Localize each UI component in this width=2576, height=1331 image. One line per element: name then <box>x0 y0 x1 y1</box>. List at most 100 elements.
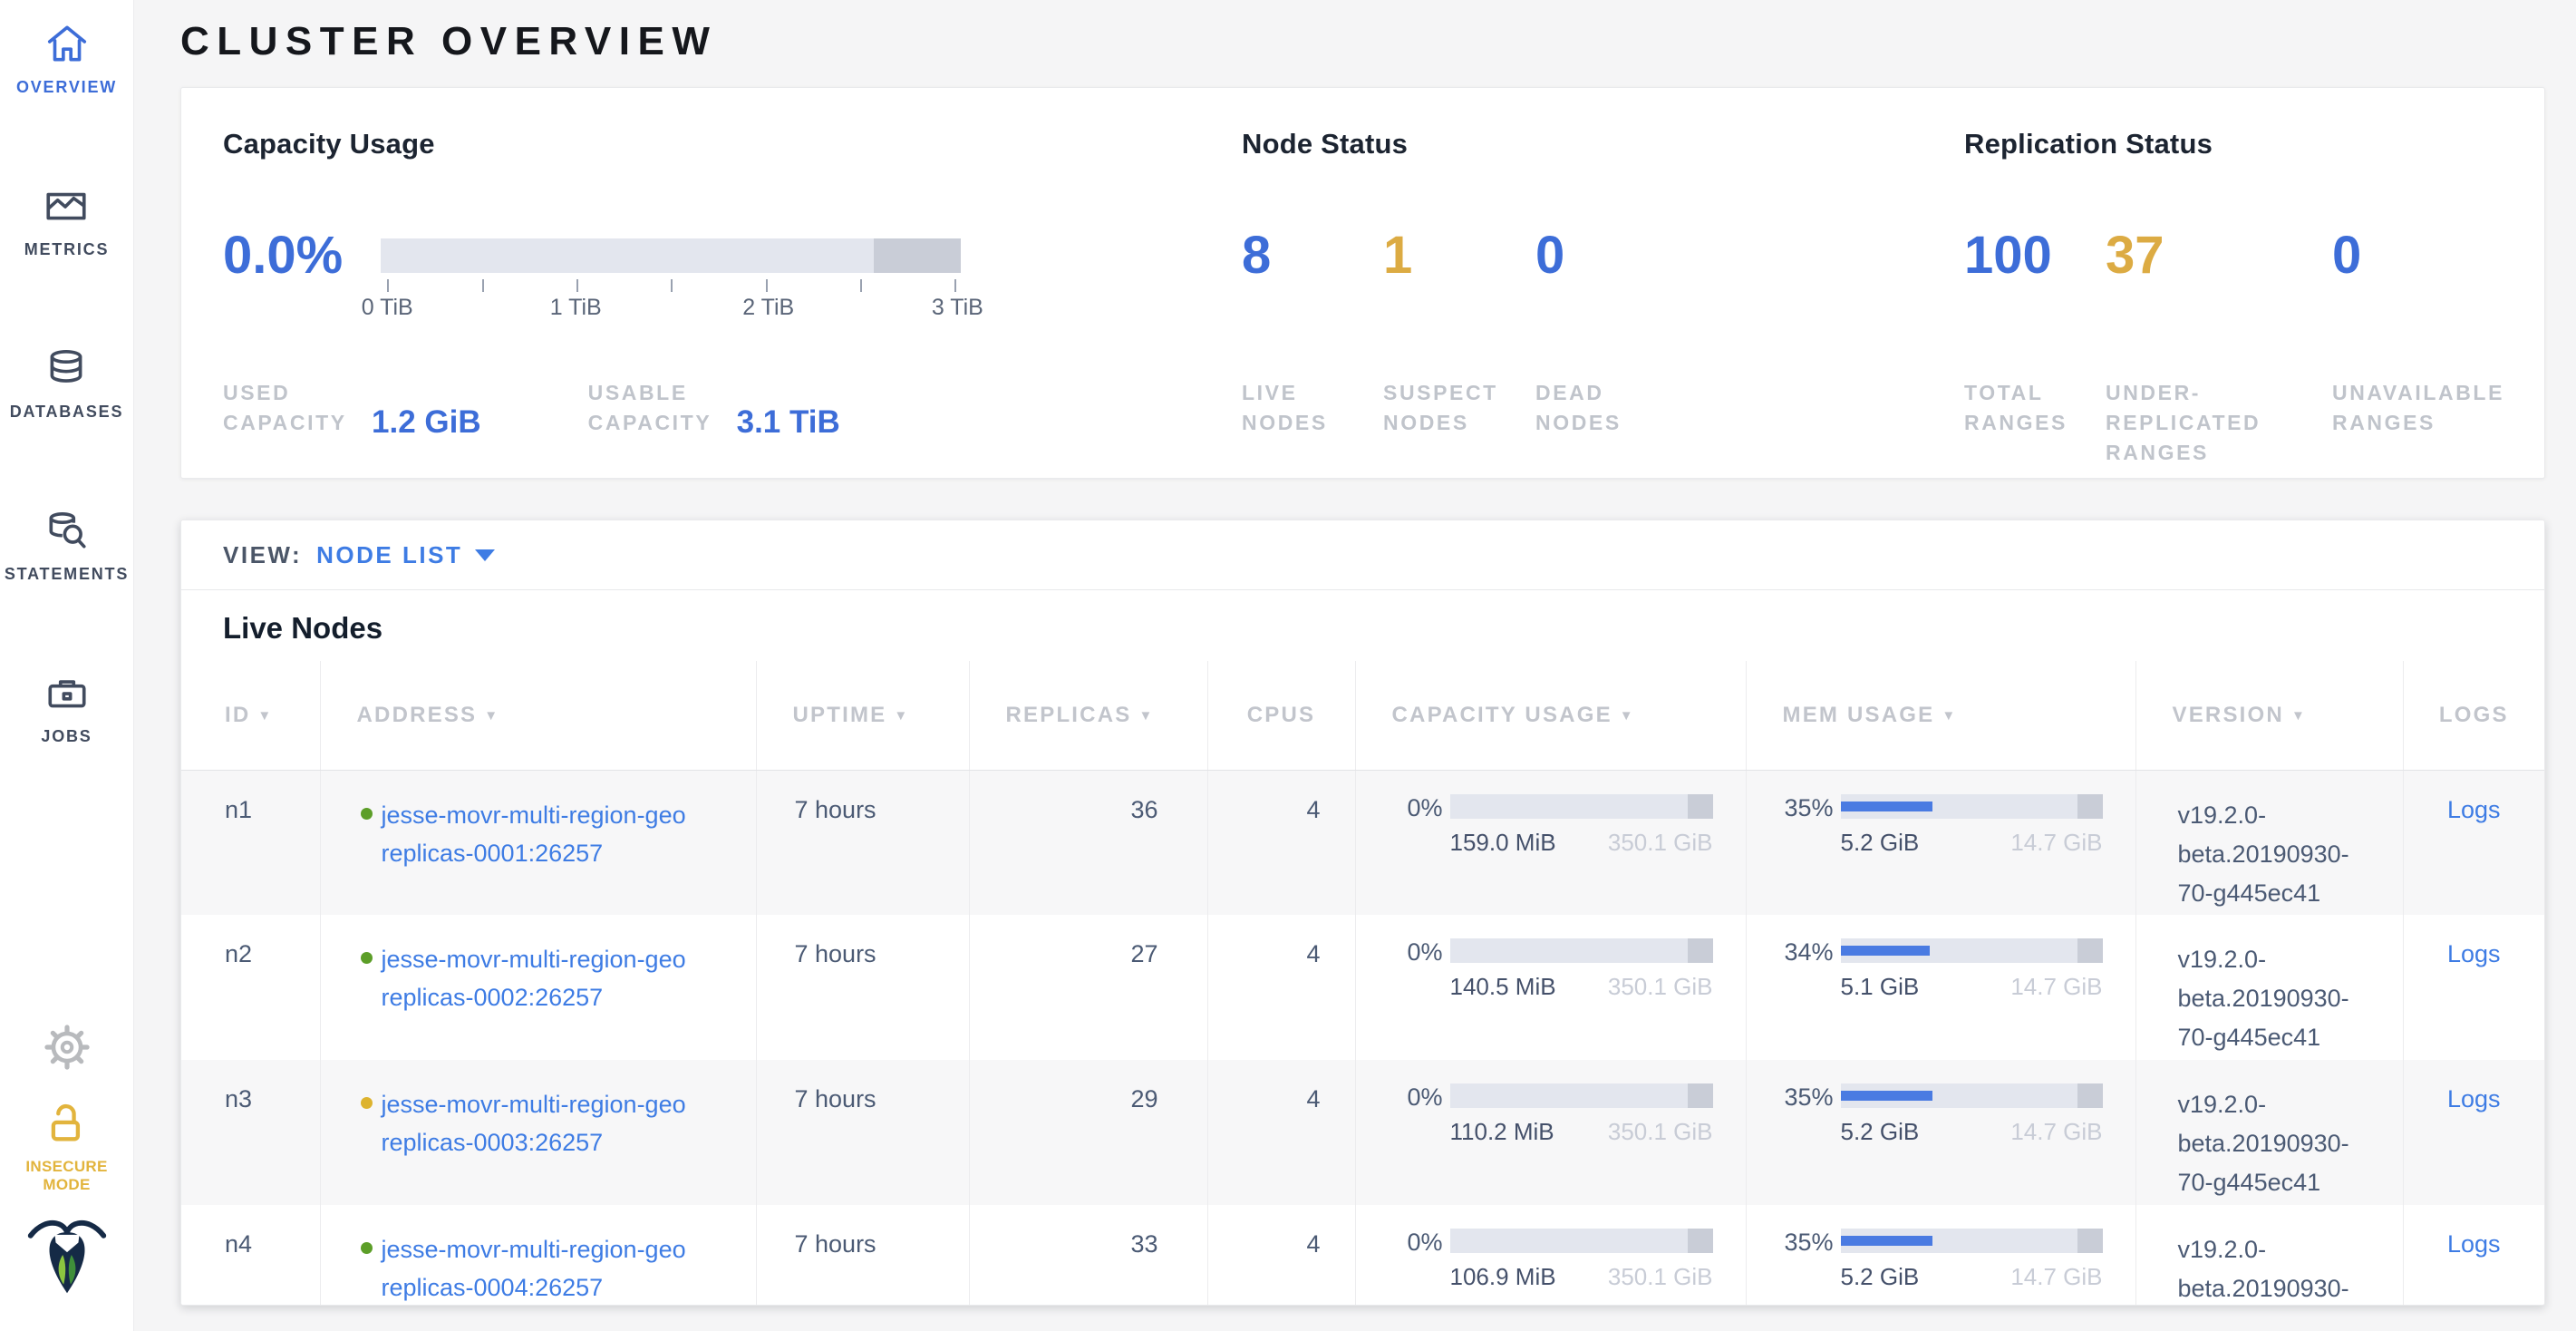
sidebar-item-databases[interactable]: DATABASES <box>10 345 124 422</box>
table-row: n2 jesse-movr-multi-region-georeplicas-0… <box>181 915 2544 1060</box>
capacity-total-value: 350.1 GiB <box>1607 828 1713 856</box>
mem-meter-bar <box>1840 938 2103 963</box>
total-ranges-label: TOTAL RANGES <box>1964 381 2068 434</box>
capacity-bar-track <box>381 238 962 273</box>
col-mem-usage[interactable]: MEM USAGE ▼ <box>1745 661 2135 771</box>
node-status-dot <box>360 807 373 820</box>
col-address[interactable]: ADDRESS ▼ <box>319 661 756 771</box>
col-capacity-usage[interactable]: CAPACITY USAGE ▼ <box>1354 661 1746 771</box>
page-title: CLUSTER OVERVIEW <box>180 19 718 63</box>
sidebar-item-label: JOBS <box>41 727 92 745</box>
node-address-link[interactable]: jesse-movr-multi-region-georeplicas-0002… <box>381 946 686 1011</box>
cluster-summary-card: Capacity Usage 0.0% 0 TiB 1 TiB 2 TiB <box>180 87 2545 479</box>
mem-usage-cell: 34% 5.1 GiB 14.7 GiB <box>1745 915 2135 1060</box>
mem-percent-label: 34% <box>1784 938 1834 966</box>
mem-used-value: 5.2 GiB <box>1840 1263 1920 1290</box>
mem-meter-bar <box>1840 1229 2103 1253</box>
node-address-cell: jesse-movr-multi-region-georeplicas-0003… <box>319 1060 756 1205</box>
logs-cell: Logs <box>2402 770 2544 915</box>
used-capacity-stat: USED CAPACITY 1.2 GiB <box>223 378 481 438</box>
cockroachdb-logo[interactable] <box>0 1211 133 1303</box>
mem-total-value: 14.7 GiB <box>2010 1263 2103 1290</box>
capacity-used-value: 140.5 MiB <box>1449 973 1556 1000</box>
unavailable-ranges-count: 0 <box>2332 226 2362 285</box>
chevron-down-icon[interactable] <box>475 549 496 561</box>
node-id-cell: n3 <box>225 1085 253 1112</box>
sidebar-item-label: METRICS <box>24 240 110 258</box>
replicas-cell: 29 <box>968 1060 1207 1205</box>
capacity-total-value: 350.1 GiB <box>1607 973 1713 1000</box>
unavailable-ranges-label: UNAVAILABLE RANGES <box>2332 381 2505 434</box>
view-selector[interactable]: NODE LIST <box>316 540 463 568</box>
used-capacity-value: 1.2 GiB <box>372 404 481 440</box>
sidebar-item-jobs[interactable]: JOBS <box>41 669 92 746</box>
col-replicas[interactable]: REPLICAS ▼ <box>968 661 1207 771</box>
live-nodes-count: 8 <box>1242 226 1272 285</box>
col-uptime[interactable]: UPTIME ▼ <box>755 661 969 771</box>
stat-live-nodes: 8 LIVE NODES <box>1242 228 1383 438</box>
node-address-link[interactable]: jesse-movr-multi-region-georeplicas-0003… <box>381 1091 686 1156</box>
logs-link[interactable]: Logs <box>2446 1230 2501 1258</box>
used-capacity-label: USED CAPACITY <box>223 381 347 434</box>
insecure-mode-label: INSECURE MODE <box>25 1158 108 1193</box>
sidebar-item-label: OVERVIEW <box>15 78 118 96</box>
dead-nodes-count: 0 <box>1535 226 1565 285</box>
table-row: n1 jesse-movr-multi-region-georeplicas-0… <box>181 770 2544 915</box>
sidebar-item-overview[interactable]: OVERVIEW <box>16 20 117 97</box>
sidebar-item-label: STATEMENTS <box>4 565 130 583</box>
node-status-dot <box>360 1242 373 1255</box>
node-status-dot <box>360 1097 373 1110</box>
col-id[interactable]: ID ▼ <box>181 661 320 771</box>
node-status-section: Node Status 8 LIVE NODES 1 SUSPECT NODES… <box>1242 128 1964 478</box>
replicas-cell: 27 <box>968 915 1207 1060</box>
live-nodes-label: LIVE NODES <box>1242 381 1328 434</box>
uptime-cell: 7 hours <box>755 915 969 1060</box>
insecure-mode-indicator[interactable]: INSECURE MODE <box>0 1099 133 1194</box>
unlock-icon <box>41 1103 93 1151</box>
logs-link[interactable]: Logs <box>2446 795 2501 823</box>
view-label: VIEW: <box>223 540 303 568</box>
uptime-cell: 7 hours <box>755 1205 969 1305</box>
stat-under-replicated-ranges: 37 UNDER-REPLICATED RANGES <box>2106 228 2332 468</box>
cockroach-icon <box>24 1219 111 1302</box>
version-cell: v19.2.0-beta.20190930-70-g445ec41 <box>2135 915 2403 1060</box>
sidebar-item-metrics[interactable]: METRICS <box>24 182 110 259</box>
col-version[interactable]: VERSION ▼ <box>2135 661 2403 771</box>
table-header-row: ID ▼ ADDRESS ▼ UPTIME ▼ REPLICAS ▼ CPUS CAPA… <box>181 661 2544 771</box>
cpus-cell: 4 <box>1206 1060 1355 1205</box>
mem-total-value: 14.7 GiB <box>2010 828 2103 856</box>
logs-link[interactable]: Logs <box>2446 940 2501 967</box>
logs-cell: Logs <box>2402 1205 2544 1305</box>
mem-percent-label: 35% <box>1784 1229 1834 1256</box>
tick-label: 3 TiB <box>931 295 983 320</box>
capacity-axis-labels: 0 TiB 1 TiB 2 TiB 3 TiB <box>362 295 983 322</box>
main-content: CLUSTER OVERVIEW Capacity Usage 0.0% 0 T… <box>134 0 2576 1306</box>
stat-dead-nodes: 0 DEAD NODES <box>1535 228 1680 438</box>
capacity-meter-bar <box>1449 793 1713 819</box>
node-address-cell: jesse-movr-multi-region-georeplicas-0004… <box>319 1205 756 1305</box>
logs-link[interactable]: Logs <box>2446 1085 2501 1112</box>
under-replicated-label: UNDER-REPLICATED RANGES <box>2106 381 2261 464</box>
mem-percent-label: 35% <box>1784 1083 1834 1111</box>
stat-total-ranges: 100 TOTAL RANGES <box>1964 228 2106 468</box>
node-address-link[interactable]: jesse-movr-multi-region-georeplicas-0001… <box>381 801 686 867</box>
capacity-used-value: 110.2 MiB <box>1449 1118 1554 1145</box>
sidebar-nav: OVERVIEW METRICS DATABASES <box>0 0 133 831</box>
home-icon <box>44 20 91 67</box>
sidebar-item-statements[interactable]: STATEMENTS <box>5 507 129 584</box>
cpus-cell: 4 <box>1206 915 1355 1060</box>
mem-usage-cell: 35% 5.2 GiB 14.7 GiB <box>1745 1205 2135 1305</box>
col-cpus: CPUS <box>1206 661 1355 771</box>
settings-button[interactable] <box>0 1021 133 1078</box>
node-address-link[interactable]: jesse-movr-multi-region-georeplicas-0004… <box>381 1236 686 1301</box>
mem-usage-cell: 35% 5.2 GiB 14.7 GiB <box>1745 770 2135 915</box>
usable-capacity-value: 3.1 TiB <box>736 404 840 440</box>
sort-arrow-icon: ▼ <box>1619 707 1635 724</box>
mem-meter-bar <box>1840 793 2103 819</box>
capacity-usage-title: Capacity Usage <box>223 128 435 160</box>
live-nodes-title: Live Nodes <box>223 611 383 645</box>
jobs-icon <box>44 669 91 716</box>
mem-used-value: 5.1 GiB <box>1840 973 1920 1000</box>
capacity-meter-bar <box>1449 1229 1713 1253</box>
capacity-summary-bar: 0 TiB 1 TiB 2 TiB 3 TiB <box>362 238 983 322</box>
